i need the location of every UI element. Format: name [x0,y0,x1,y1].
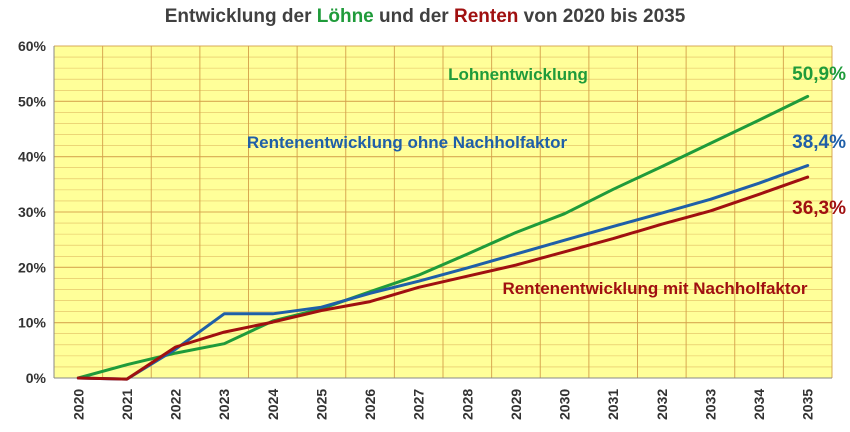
title-part-1: Entwicklung der [165,6,317,27]
y-tick-label: 40% [18,149,47,165]
x-tick-label: 2020 [70,389,86,420]
y-tick-label: 30% [18,204,47,220]
x-tick-label: 2026 [362,389,378,420]
series-lines [76,94,810,381]
y-tick-label: 50% [18,93,47,109]
series-end-value-3: 36,3% [792,198,846,219]
y-tick-label: 10% [18,315,47,331]
series-end-value-1: 50,9% [792,64,846,85]
series-name-label-3: Rentenentwicklung mit Nachholfaktor [502,279,807,298]
series-line-2 [76,164,810,381]
y-tick-label: 20% [18,259,47,275]
series-labels: Lohnentwicklung 50,9% Rentenentwicklung oh… [247,64,846,298]
title-part-5: von 2020 bis 2035 [518,6,685,27]
x-tick-label: 2027 [411,389,427,420]
title-part-loehne: Löhne [317,6,374,27]
x-tick-label: 2023 [216,389,232,420]
y-tick-label: 60% [18,38,47,54]
grid [53,45,833,379]
x-tick-label: 2030 [557,389,573,420]
x-tick-label: 2024 [265,389,281,420]
axes: 0% 10% 20% 30% 40% 50% 60% 2020 2021 2022 2023 2024… [18,38,832,420]
series-line-1 [76,94,810,380]
series-end-value-2: 38,4% [792,132,846,153]
x-tick-label: 2029 [508,389,524,420]
x-tick-label: 2032 [654,389,670,420]
series-name-label-1: Lohnentwicklung [448,65,588,84]
x-tick-label: 2033 [702,389,718,420]
series-name-label-2: Rentenentwicklung ohne Nachholfaktor [247,133,568,152]
series-line-3 [76,175,810,381]
x-tick-label: 2025 [313,389,329,420]
x-tick-label: 2028 [459,389,475,420]
x-tick-label: 2035 [800,389,816,420]
y-tick-label: 0% [26,370,47,386]
x-tick-label: 2022 [168,389,184,420]
title-part-renten: Renten [454,6,518,27]
x-tick-label: 2021 [119,389,135,420]
chart-title: Entwicklung der Löhne und der Renten von… [165,6,686,27]
x-tick-label: 2031 [605,389,621,420]
title-part-3: und der [374,6,454,27]
x-tick-label: 2034 [751,389,767,420]
